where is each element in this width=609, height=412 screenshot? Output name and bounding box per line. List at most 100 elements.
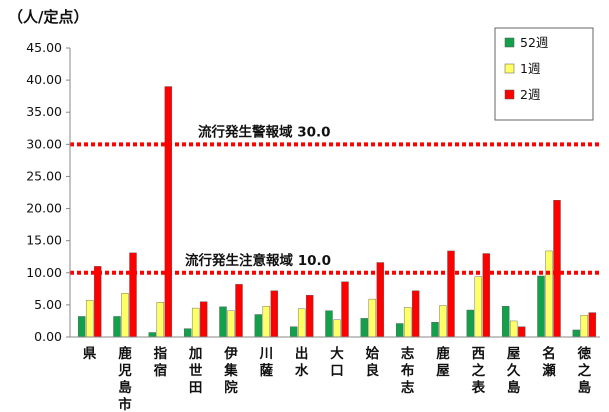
reference-lines: 流行発生警報域 30.0 流行発生注意報域 10.0: [70, 123, 600, 275]
category-label-char: 世: [189, 362, 203, 379]
bar-1週-大口: [333, 319, 341, 338]
bar-2週-伊集院: [235, 284, 243, 338]
category-label-char: 薩: [260, 362, 274, 379]
legend-swatch-2週: [504, 89, 515, 100]
y-tick-label: 25.00: [26, 168, 62, 183]
category-label-char: 布: [401, 362, 415, 379]
category-label-char: 水: [295, 362, 309, 379]
category-label: 徳之島: [577, 345, 592, 396]
category-label: 大口: [330, 345, 344, 379]
category-labels: 県鹿児島市指宿加世田伊集院川薩出水大口姶良志布志鹿屋西之表屋久島名瀬徳之島: [83, 345, 592, 412]
category-label: 出水: [295, 345, 309, 379]
bar-2週-徳之島: [588, 312, 597, 338]
bar-2週-大口: [341, 281, 349, 338]
bar-2週-出水: [305, 295, 314, 338]
category-label-char: 瀬: [542, 362, 556, 379]
category-label-char: 口: [330, 363, 344, 379]
bar-52週-鹿屋: [431, 322, 439, 338]
category-label-char: 市: [118, 396, 132, 412]
y-tick-label: 45.00: [26, 40, 62, 55]
bar-2週-指宿: [164, 86, 173, 338]
y-tick-label: 40.00: [26, 72, 62, 87]
bar-1週-徳之島: [580, 314, 589, 338]
bar-1週-志布志: [403, 307, 412, 338]
axes: [69, 48, 600, 338]
bar-52週-屋久島: [501, 305, 510, 338]
reference-line-label: 流行発生警報域 30.0: [198, 123, 331, 140]
legend-swatch-1週: [504, 63, 515, 74]
category-label-char: 鹿: [435, 345, 450, 362]
bar-2週-川薩: [270, 290, 279, 338]
legend: 52週 1週 2週: [494, 27, 594, 121]
category-label-char: 宿: [154, 362, 168, 379]
category-label-char: 名: [542, 345, 556, 362]
bar-2週-屋久島: [517, 326, 526, 338]
category-label-char: 加: [188, 346, 203, 362]
category-label-char: 之: [578, 362, 592, 379]
legend-label: 2週: [520, 87, 541, 102]
bar-52週-名瀬: [537, 275, 545, 338]
bar-52週-指宿: [148, 332, 157, 338]
category-label: 姶良: [366, 345, 380, 379]
category-label-char: 島: [507, 379, 521, 396]
bar-52週-西之表: [466, 309, 475, 338]
category-label-char: 集: [223, 362, 238, 379]
category-label-char: 出: [295, 345, 309, 362]
category-label-char: 屋: [436, 363, 450, 379]
category-label-char: 院: [224, 379, 238, 396]
category-label-char: 姶: [366, 345, 380, 362]
category-label-char: 屋: [507, 346, 521, 362]
category-label-char: 良: [366, 362, 380, 379]
bar-2週-名瀬: [553, 200, 561, 338]
category-label-char: 島: [578, 379, 592, 396]
bar-2週-鹿児島市: [129, 252, 137, 338]
bar-52週-徳之島: [572, 329, 581, 338]
category-label: 伊集院: [223, 345, 238, 396]
category-label-char: 島: [118, 379, 132, 396]
category-label: 県: [83, 346, 97, 362]
category-label-char: 児: [117, 363, 132, 379]
category-label: 志布志: [401, 345, 415, 396]
category-label-char: 西: [472, 346, 486, 362]
category-label-char: 田: [189, 380, 203, 396]
category-label-char: 大: [330, 345, 344, 362]
bar-52週-鹿児島市: [113, 316, 121, 338]
bar-52週-川薩: [254, 314, 263, 338]
y-tick-label: 15.00: [26, 233, 62, 248]
bar-2週-加世田: [199, 301, 208, 338]
category-label-char: 徳: [577, 345, 592, 362]
y-tick-label: 20.00: [26, 201, 62, 216]
category-label-char: 志: [401, 345, 415, 362]
bar-1週-川薩: [262, 305, 271, 338]
bar-52週-伊集院: [219, 306, 227, 338]
bar-1週-鹿児島市: [121, 293, 129, 338]
bar-1週-出水: [297, 308, 306, 338]
category-label: 名瀬: [542, 345, 556, 379]
category-label-char: 県: [83, 346, 97, 362]
bar-1週-指宿: [156, 302, 165, 338]
bar-1週-伊集院: [227, 310, 235, 338]
category-label-char: 表: [472, 379, 486, 396]
category-label-char: 伊: [223, 345, 238, 362]
legend-label: 1週: [520, 61, 541, 76]
legend-label: 52週: [520, 35, 549, 50]
bar-52週-大口: [325, 310, 333, 338]
bar-2週-西之表: [482, 253, 491, 338]
bar-52週-加世田: [183, 328, 192, 338]
bar-2週-県: [93, 266, 102, 338]
category-label: 川薩: [259, 346, 274, 379]
bar-1週-加世田: [191, 307, 200, 338]
y-tick-label: 35.00: [26, 104, 62, 119]
reference-line-label: 流行発生注意報域 10.0: [185, 252, 331, 269]
y-tick-label: 0.00: [34, 329, 62, 344]
y-tick-label: 5.00: [34, 297, 62, 312]
bar-1週-名瀬: [545, 250, 553, 338]
bar-1週-屋久島: [509, 320, 518, 338]
category-label-char: 指: [154, 345, 168, 362]
category-label: 指宿: [154, 345, 168, 379]
bar-1週-姶良: [368, 298, 377, 338]
bars: [77, 86, 597, 338]
y-axis-ticks: 0.00 5.00 10.00 15.00 20.00 25.00 30.00 35.00 40…: [26, 40, 70, 344]
bar-1週-県: [85, 300, 94, 338]
